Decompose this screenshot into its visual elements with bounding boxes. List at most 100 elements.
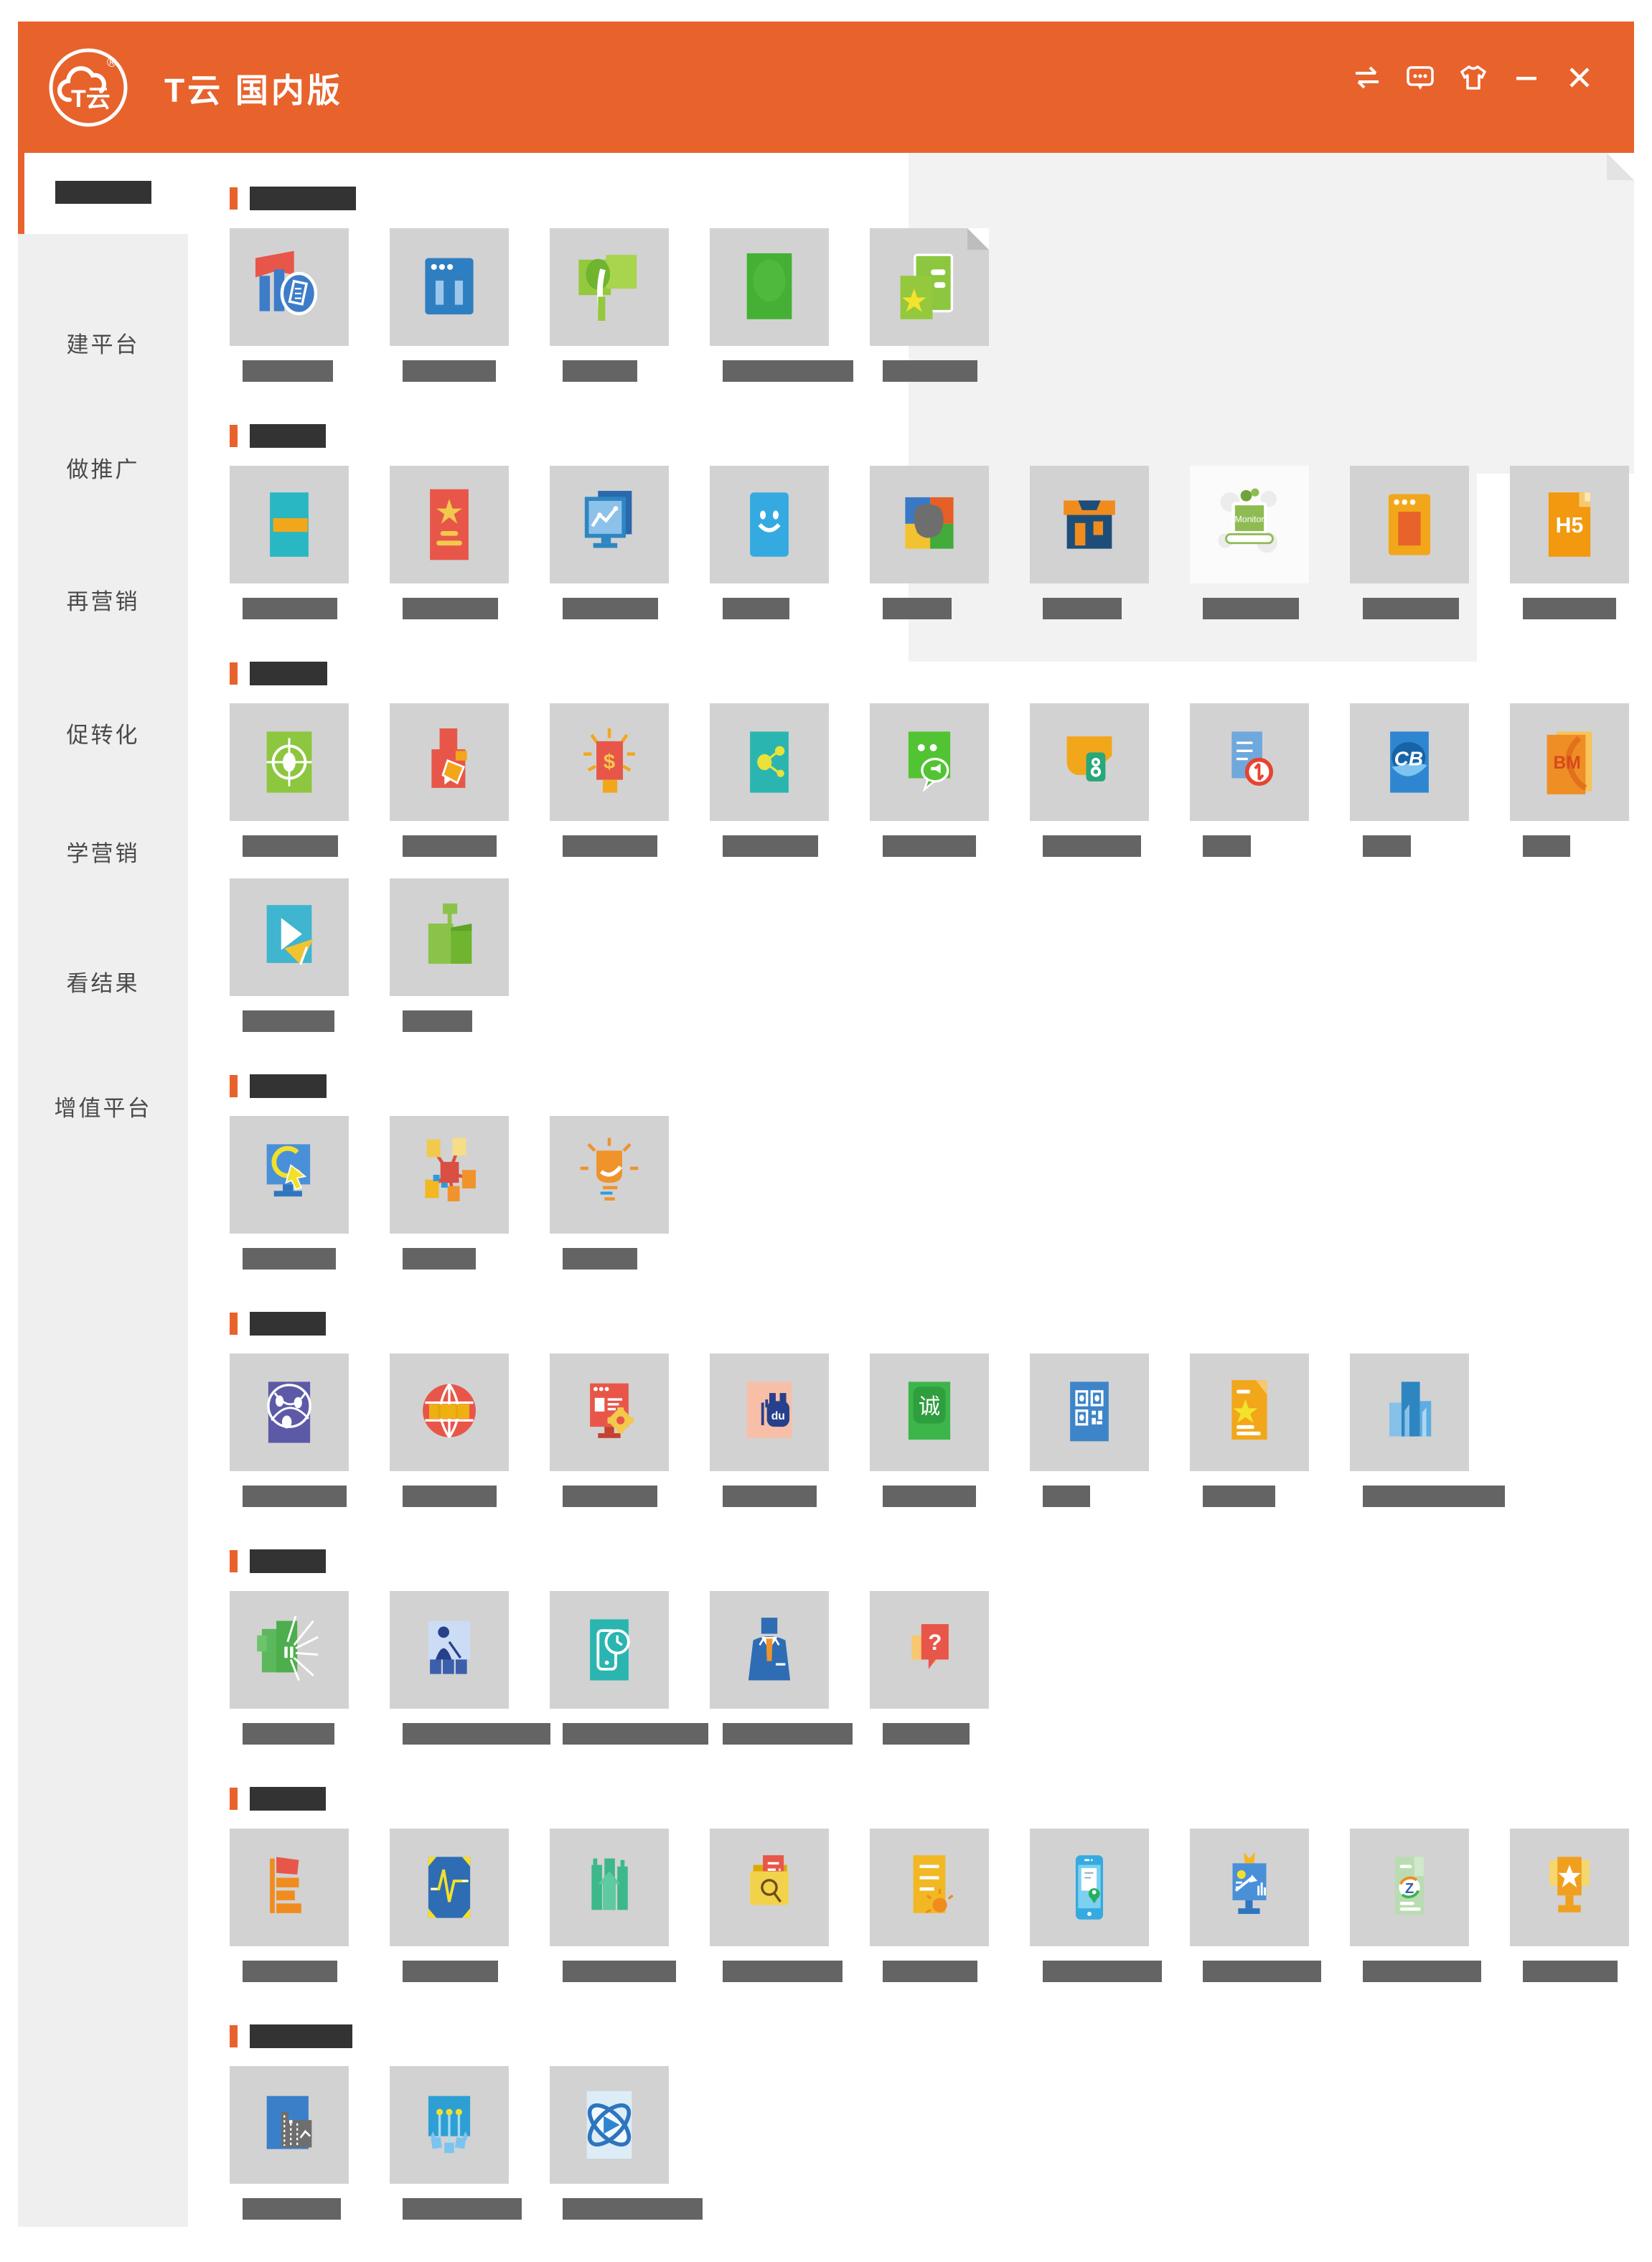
app-label-redacted (243, 1486, 347, 1507)
app-tile-search-folder[interactable] (710, 1829, 829, 1946)
app-tile-analytics-report[interactable] (230, 228, 349, 346)
app-cell (550, 2066, 710, 2220)
app-tile-report-doc[interactable] (870, 1829, 989, 1946)
orbit-play-icon (586, 2090, 632, 2159)
sidebar-selected-item-redacted[interactable] (55, 181, 151, 204)
app-tile-z-brand[interactable]: Z (1350, 1829, 1469, 1946)
app-cell: Z (1350, 1829, 1510, 1982)
app-tile-trophy[interactable] (1510, 1829, 1629, 1946)
app-tile-wechat-bubbles[interactable] (870, 703, 989, 821)
app-cell: du (710, 1353, 870, 1507)
app-tile-target-crosshair[interactable] (230, 703, 349, 821)
app-cell (550, 1829, 710, 1982)
app-tile-du-brand[interactable]: du (710, 1353, 829, 1471)
app-tile-world-band[interactable] (390, 1353, 509, 1471)
sidebar-item-6[interactable]: 看结果 (66, 971, 140, 996)
app-tile-idea-bulb[interactable] (550, 1116, 669, 1234)
app-tile-pinwheel[interactable] (870, 466, 989, 583)
app-tile-h5-logo[interactable]: H5 (1510, 466, 1629, 583)
feedback-icon[interactable] (1406, 63, 1435, 92)
app-tile-star-certificate[interactable] (1190, 1353, 1309, 1471)
app-tile-city-data[interactable] (230, 2066, 349, 2184)
app-tile-money-ad[interactable]: $ (550, 703, 669, 821)
h5-logo-icon: H5 (1548, 492, 1591, 557)
app-label-redacted (403, 1248, 476, 1270)
sidebar-item-5[interactable]: 学营销 (66, 841, 140, 866)
app-tile-retarget-screen[interactable] (230, 1116, 349, 1234)
app-label-redacted (243, 1010, 334, 1032)
target-crosshair-icon (266, 731, 312, 793)
app-cell (390, 703, 550, 857)
skin-theme-icon[interactable] (1459, 63, 1488, 92)
app-tile-orbit-play[interactable] (550, 2066, 669, 2184)
app-tile-pulse-monitor[interactable] (390, 1829, 509, 1946)
app-tile-green-board[interactable] (710, 228, 829, 346)
app-tile-share-nodes[interactable] (710, 703, 829, 821)
app-label-redacted (563, 598, 658, 619)
minimize-icon[interactable] (1512, 63, 1541, 92)
sidebar-item-1[interactable]: 建平台 (66, 332, 140, 357)
section-4 (230, 1074, 1652, 1270)
sidebar-item-7[interactable]: 增值平台 (54, 1096, 152, 1121)
app-tile-qr-code[interactable] (1030, 1353, 1149, 1471)
app-label-redacted (883, 360, 977, 382)
app-tile-green-burst[interactable] (230, 1591, 349, 1709)
section-accent-bar (230, 662, 238, 685)
app-tile-city-buildings[interactable] (1350, 1353, 1469, 1471)
sidebar-item-2[interactable]: 做推广 (66, 457, 140, 482)
section-accent-bar (230, 2025, 238, 2047)
app-cell (870, 466, 1030, 619)
close-icon[interactable] (1565, 63, 1594, 92)
section-7: Z (230, 1787, 1652, 1982)
app-tile-photo-album[interactable] (870, 228, 989, 346)
app-tile-orange-browser[interactable] (1350, 466, 1469, 583)
consultant-suit-icon (748, 1618, 791, 1681)
app-tile-site-gear[interactable] (550, 1353, 669, 1471)
cash-register-icon (428, 903, 472, 964)
app-label-redacted (243, 2198, 341, 2220)
app-tile-headline-tag[interactable] (1030, 703, 1149, 821)
app-tile-growth-board[interactable] (1190, 1829, 1309, 1946)
app-tile-doc-sync[interactable] (1190, 703, 1309, 821)
search-folder-icon (750, 1855, 789, 1905)
app-label-redacted (1203, 835, 1251, 857)
app-tile-consultant-suit[interactable] (710, 1591, 829, 1709)
app-tile-monitor-laptop[interactable]: Monitor (1190, 466, 1309, 583)
green-burst-icon (257, 1615, 319, 1681)
app-tile-bar-ranking[interactable] (230, 1829, 349, 1946)
cb-logo-icon: CB (1390, 731, 1429, 793)
section-6: ? (230, 1549, 1652, 1745)
app-tile-edit-pencil[interactable] (390, 703, 509, 821)
app-tile-admin-console[interactable] (390, 228, 509, 346)
analytics-report-icon (255, 250, 318, 316)
app-tile-video-play[interactable] (230, 878, 349, 996)
sidebar-item-3[interactable]: 再营销 (66, 589, 140, 614)
app-tile-data-columns[interactable] (550, 1829, 669, 1946)
app-tile-screen-chart[interactable] (550, 466, 669, 583)
app-tile-banner-card[interactable] (230, 466, 349, 583)
app-tile-storefront[interactable] (1030, 466, 1149, 583)
app-tile-presenter[interactable] (390, 1591, 509, 1709)
svg-text:BM: BM (1553, 754, 1580, 773)
app-tile-vip-card[interactable] (390, 466, 509, 583)
sidebar-item-4[interactable]: 促转化 (66, 723, 140, 748)
app-tile-distribute-nodes[interactable] (390, 2066, 509, 2184)
app-tile-bm-logo[interactable]: BM (1510, 703, 1629, 821)
app-tile-cb-logo[interactable]: CB (1350, 703, 1469, 821)
app-tile-phone-location[interactable] (1030, 1829, 1149, 1946)
app-tile-cash-register[interactable] (390, 878, 509, 996)
app-label-redacted (1523, 1961, 1618, 1982)
screen-chart-icon (584, 490, 632, 548)
switch-window-icon[interactable] (1353, 63, 1381, 92)
app-tile-phone-clock[interactable] (550, 1591, 669, 1709)
app-tile-faq-bubble[interactable]: ? (870, 1591, 989, 1709)
app-label-redacted (1523, 835, 1570, 857)
app-tile-cheng-brand[interactable]: 诚 (870, 1353, 989, 1471)
app-label-redacted (723, 1961, 843, 1982)
app-tile-sitemap-squares[interactable] (390, 1116, 509, 1234)
app-tile-smiley[interactable] (710, 466, 829, 583)
app-label-redacted (243, 360, 333, 382)
app-tile-network-globe[interactable] (230, 1353, 349, 1471)
app-tile-site-tree[interactable] (550, 228, 669, 346)
edit-pencil-icon (431, 728, 467, 788)
